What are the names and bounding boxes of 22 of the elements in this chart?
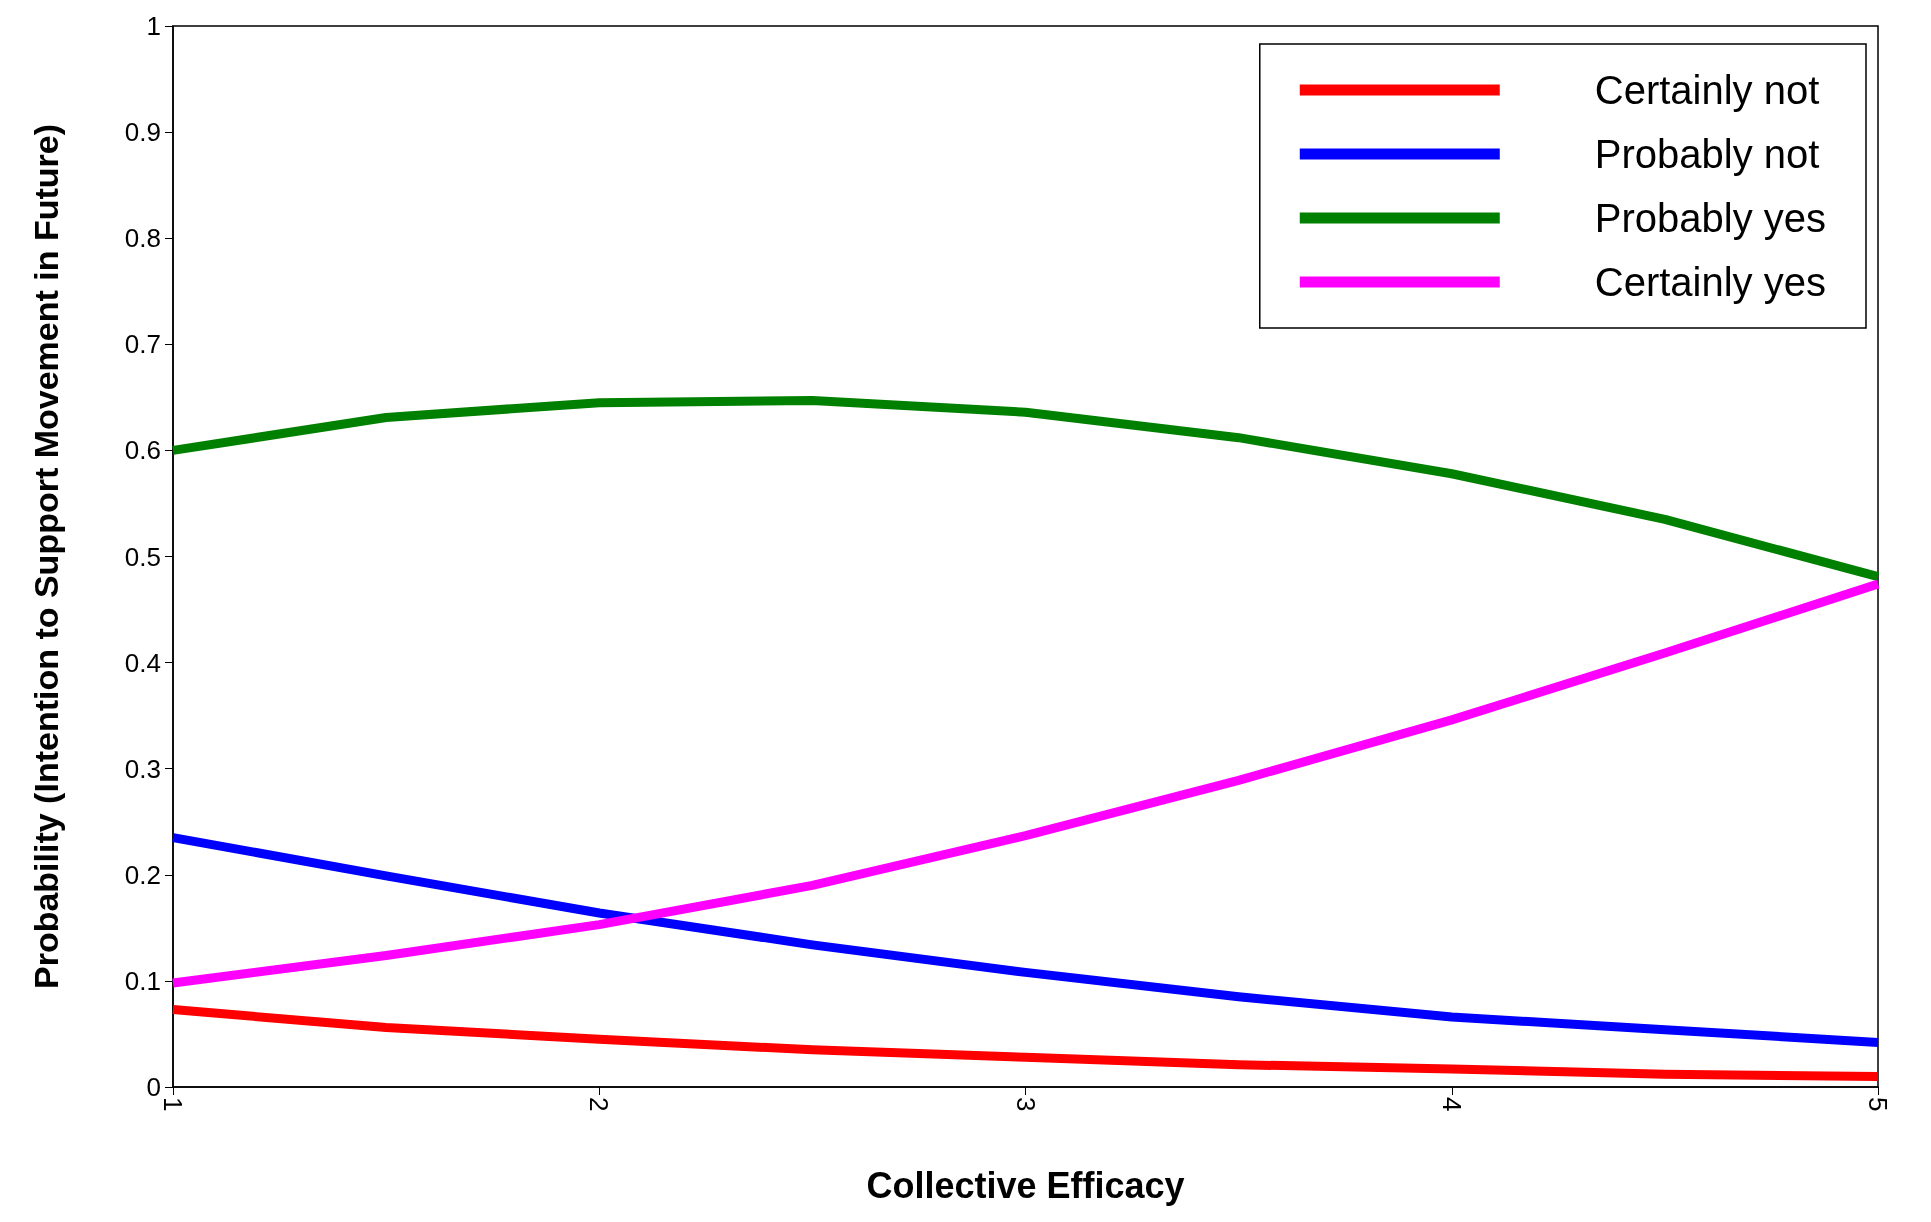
x-tick-label: 5 <box>1863 1097 1893 1112</box>
x-axis-title: Collective Efficacy <box>866 1164 1185 1206</box>
y-tick-label: 0.8 <box>124 223 161 254</box>
y-tick-label: 0.3 <box>124 753 161 784</box>
y-tick-label: 1 <box>146 11 161 41</box>
x-tick-label: 2 <box>584 1097 615 1112</box>
y-tick-label: 0.6 <box>124 435 161 466</box>
x-tick-label: 1 <box>158 1097 188 1112</box>
legend-label: Certainly yes <box>1594 260 1826 304</box>
y-tick-label: 0 <box>146 1072 161 1102</box>
legend-label: Probably not <box>1594 132 1820 176</box>
y-tick-label: 0.7 <box>124 329 161 360</box>
legend-label: Certainly not <box>1594 68 1820 112</box>
x-tick-label: 4 <box>1436 1097 1467 1112</box>
y-axis-title: Probability (Intention to Support Movement in Future) <box>27 123 65 990</box>
y-tick-label: 0.9 <box>124 117 161 148</box>
legend-label: Probably yes <box>1594 196 1826 240</box>
x-tick-label: 3 <box>1010 1097 1041 1112</box>
y-tick-label: 0.5 <box>124 541 161 572</box>
y-tick-label: 0.1 <box>124 965 161 996</box>
y-tick-label: 0.4 <box>124 647 161 678</box>
y-tick-label: 0.2 <box>124 859 161 890</box>
